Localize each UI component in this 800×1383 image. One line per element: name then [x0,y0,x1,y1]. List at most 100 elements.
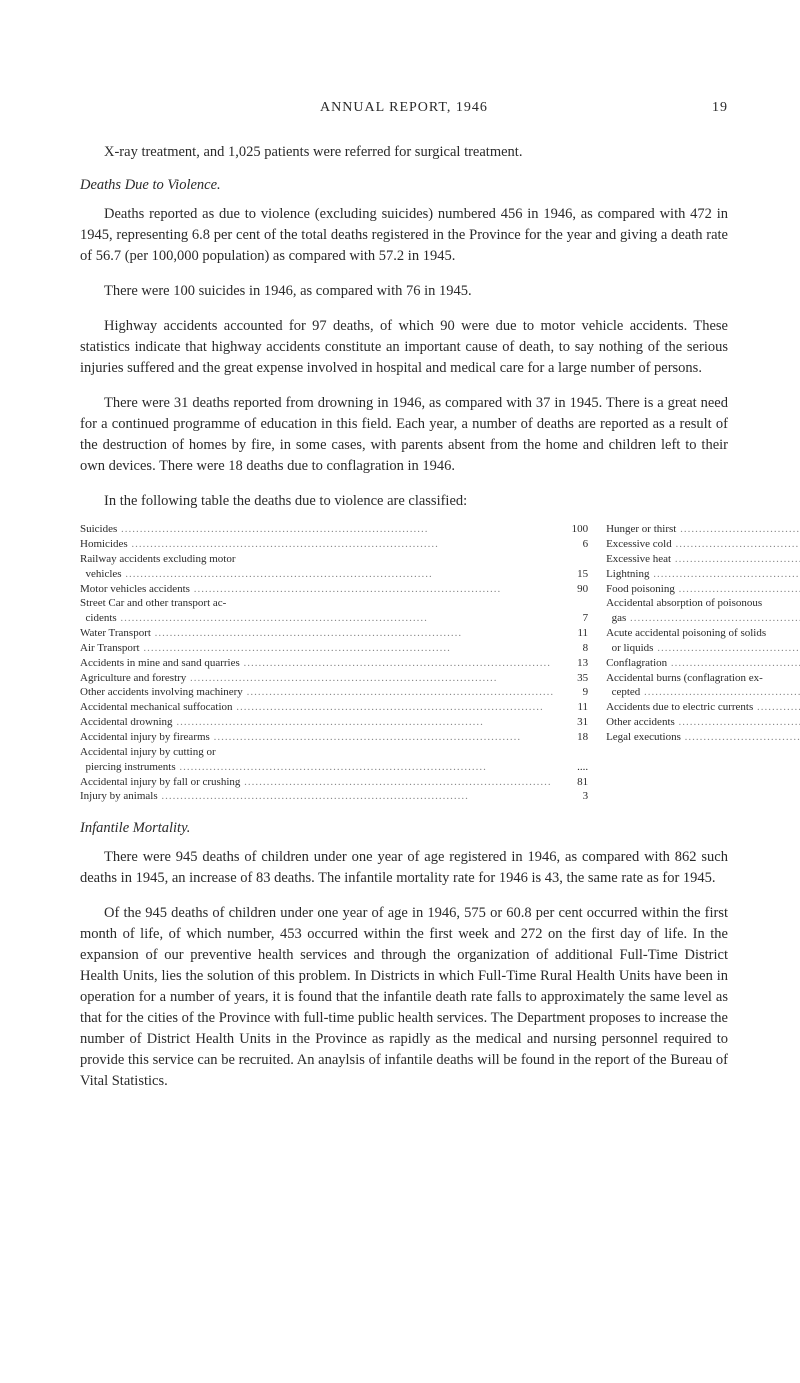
row-label: Accidental injury by cutting or [80,745,554,760]
table-row: gas9 [606,611,800,626]
paragraph-infantile-2: Of the 945 deaths of children under one … [80,903,728,1092]
row-label: Injury by animals [80,789,554,804]
row-label: Homicides [80,537,554,552]
table-row: Excessive heat.... [606,552,800,567]
row-value: 35 [554,671,588,686]
row-label: piercing instruments [80,760,554,775]
deaths-table-right-col: Hunger or thirst1Excessive cold5Excessiv… [606,522,800,804]
table-row: Accidental drowning31 [80,715,588,730]
header-title: ANNUAL REPORT, 1946 [320,100,488,115]
row-label: cidents [80,611,554,626]
paragraph-infantile-1: There were 945 deaths of children under … [80,847,728,889]
row-label: Excessive cold [606,537,800,552]
row-label: Railway accidents excluding motor [80,552,554,567]
row-label: Hunger or thirst [606,522,800,537]
section-title-infantile: Infantile Mortality. [80,820,728,837]
row-label: Food poisoning [606,582,800,597]
paragraph-xray: X-ray treatment, and 1,025 patients were… [80,142,728,163]
row-value: 31 [554,715,588,730]
page-header: ANNUAL REPORT, 1946 19 [80,100,728,116]
table-row: Accidental injury by cutting or [80,745,588,760]
row-label: Accidental drowning [80,715,554,730]
row-label: Other accidents involving machinery [80,685,554,700]
row-label: Air Transport [80,641,554,656]
table-row: Acute accidental poisoning of solids [606,626,800,641]
table-row: Railway accidents excluding motor [80,552,588,567]
table-row: Accidents in mine and sand quarries13 [80,656,588,671]
table-row: Injury by animals3 [80,789,588,804]
deaths-table: Suicides100Homicides6Railway accidents e… [80,522,728,804]
paragraph-violence-1: Deaths reported as due to violence (excl… [80,204,728,267]
table-row: Conflagration18 [606,656,800,671]
row-value: 3 [554,789,588,804]
row-label: Accidental injury by firearms [80,730,554,745]
row-label: Accidental burns (conflagration ex- [606,671,800,686]
row-label: Agriculture and forestry [80,671,554,686]
row-label: Excessive heat [606,552,800,567]
row-label: Street Car and other transport ac- [80,596,554,611]
table-row: cidents7 [80,611,588,626]
row-label: Accidents due to electric currents [606,700,800,715]
row-value: 13 [554,656,588,671]
table-row: Food poisoning.... [606,582,800,597]
table-row: Air Transport8 [80,641,588,656]
row-label: Water Transport [80,626,554,641]
row-label: Accidental mechanical suffocation [80,700,554,715]
row-value: 15 [554,567,588,582]
table-row: Accidental mechanical suffocation11 [80,700,588,715]
table-row: vehicles15 [80,567,588,582]
row-value: 18 [554,730,588,745]
table-row: Homicides6 [80,537,588,552]
document-page: ANNUAL REPORT, 1946 19 X-ray treatment, … [0,0,800,1166]
row-label: vehicles [80,567,554,582]
row-value: 9 [554,685,588,700]
row-label: Suicides [80,522,554,537]
table-row: Other accidents involving machinery9 [80,685,588,700]
row-value: 11 [554,700,588,715]
row-value: 90 [554,582,588,597]
table-row: Accidental absorption of poisonous [606,596,800,611]
table-row: Hunger or thirst1 [606,522,800,537]
table-row: piercing instruments.... [80,760,588,775]
table-row: cepted31 [606,685,800,700]
table-row: Legal executions5 [606,730,800,745]
table-row: Water Transport11 [80,626,588,641]
table-row: Agriculture and forestry35 [80,671,588,686]
table-row: or liquids7 [606,641,800,656]
row-value: 100 [554,522,588,537]
table-row: Motor vehicles accidents90 [80,582,588,597]
paragraph-violence-4: There were 31 deaths reported from drown… [80,393,728,477]
row-value: .... [554,760,588,775]
row-label: Other accidents [606,715,800,730]
row-value: 8 [554,641,588,656]
row-label: Conflagration [606,656,800,671]
table-row: Accidental injury by firearms18 [80,730,588,745]
total-row: 556 [606,750,800,765]
row-label: Lightning [606,567,800,582]
row-label: Legal executions [606,730,800,745]
row-label: gas [606,611,800,626]
row-label: Accidents in mine and sand quarries [80,656,554,671]
table-row: Other accidents39 [606,715,800,730]
row-label: Accidental absorption of poisonous [606,596,800,611]
page-number: 19 [712,100,728,116]
table-row: Excessive cold5 [606,537,800,552]
row-label: cepted [606,685,800,700]
section-title-violence: Deaths Due to Violence. [80,177,728,194]
row-value: 6 [554,537,588,552]
row-label: Acute accidental poisoning of solids [606,626,800,641]
table-row: Lightning1 [606,567,800,582]
paragraph-violence-2: There were 100 suicides in 1946, as comp… [80,281,728,302]
row-value: 7 [554,611,588,626]
table-row: Accidental injury by fall or crushing81 [80,775,588,790]
table-row: Accidental burns (conflagration ex- [606,671,800,686]
table-row: Accidents due to electric currents2 [606,700,800,715]
table-row: Street Car and other transport ac- [80,596,588,611]
deaths-table-left-col: Suicides100Homicides6Railway accidents e… [80,522,588,804]
paragraph-violence-3: Highway accidents accounted for 97 death… [80,316,728,379]
row-value: 81 [554,775,588,790]
table-row: Suicides100 [80,522,588,537]
row-label: Accidental injury by fall or crushing [80,775,554,790]
row-label: Motor vehicles accidents [80,582,554,597]
row-label: or liquids [606,641,800,656]
